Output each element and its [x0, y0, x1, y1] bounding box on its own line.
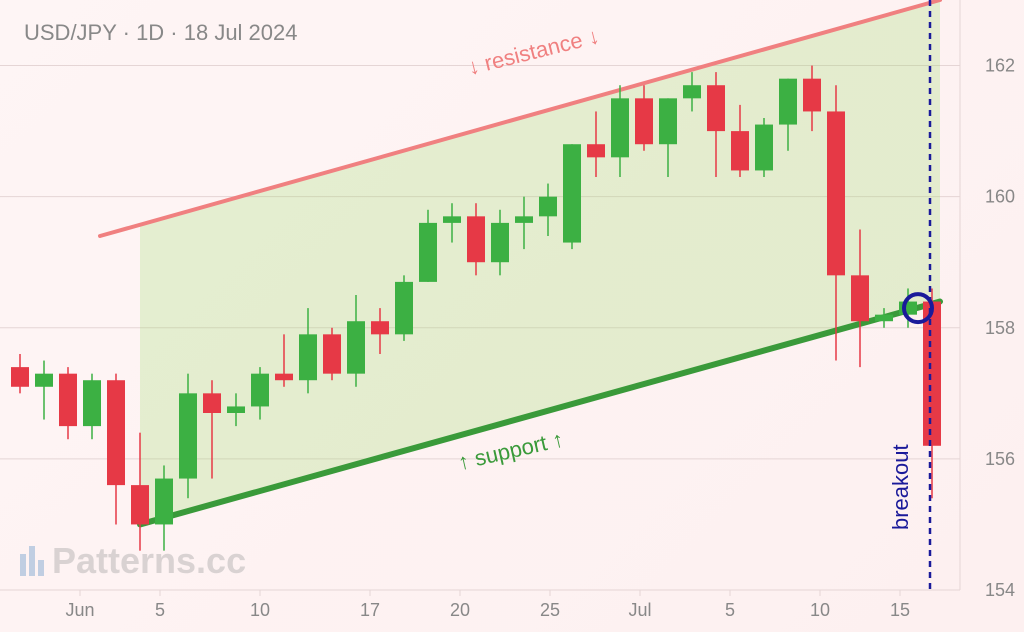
svg-text:15: 15 — [890, 600, 910, 620]
svg-text:↓ resistance ↓: ↓ resistance ↓ — [465, 23, 602, 80]
svg-text:162: 162 — [985, 56, 1015, 76]
candlestick-chart: 154 156 158 160 162 Jun 5 10 17 20 25 Jul 5 10 15 ↓ res… — [0, 0, 1024, 632]
watermark-icon — [20, 546, 44, 576]
svg-text:Jun: Jun — [65, 600, 94, 620]
svg-text:154: 154 — [985, 580, 1015, 600]
watermark-text: Patterns.cc — [52, 540, 246, 582]
chart-title: USD/JPY · 1D · 18 Jul 2024 — [24, 20, 298, 46]
svg-text:25: 25 — [540, 600, 560, 620]
svg-text:156: 156 — [985, 449, 1015, 469]
svg-text:Jul: Jul — [628, 600, 651, 620]
svg-text:158: 158 — [985, 318, 1015, 338]
svg-text:breakout: breakout — [888, 444, 913, 530]
svg-text:5: 5 — [155, 600, 165, 620]
svg-text:160: 160 — [985, 187, 1015, 207]
svg-text:10: 10 — [250, 600, 270, 620]
svg-text:17: 17 — [360, 600, 380, 620]
svg-text:5: 5 — [725, 600, 735, 620]
svg-text:10: 10 — [810, 600, 830, 620]
watermark: Patterns.cc — [20, 540, 246, 582]
svg-text:20: 20 — [450, 600, 470, 620]
